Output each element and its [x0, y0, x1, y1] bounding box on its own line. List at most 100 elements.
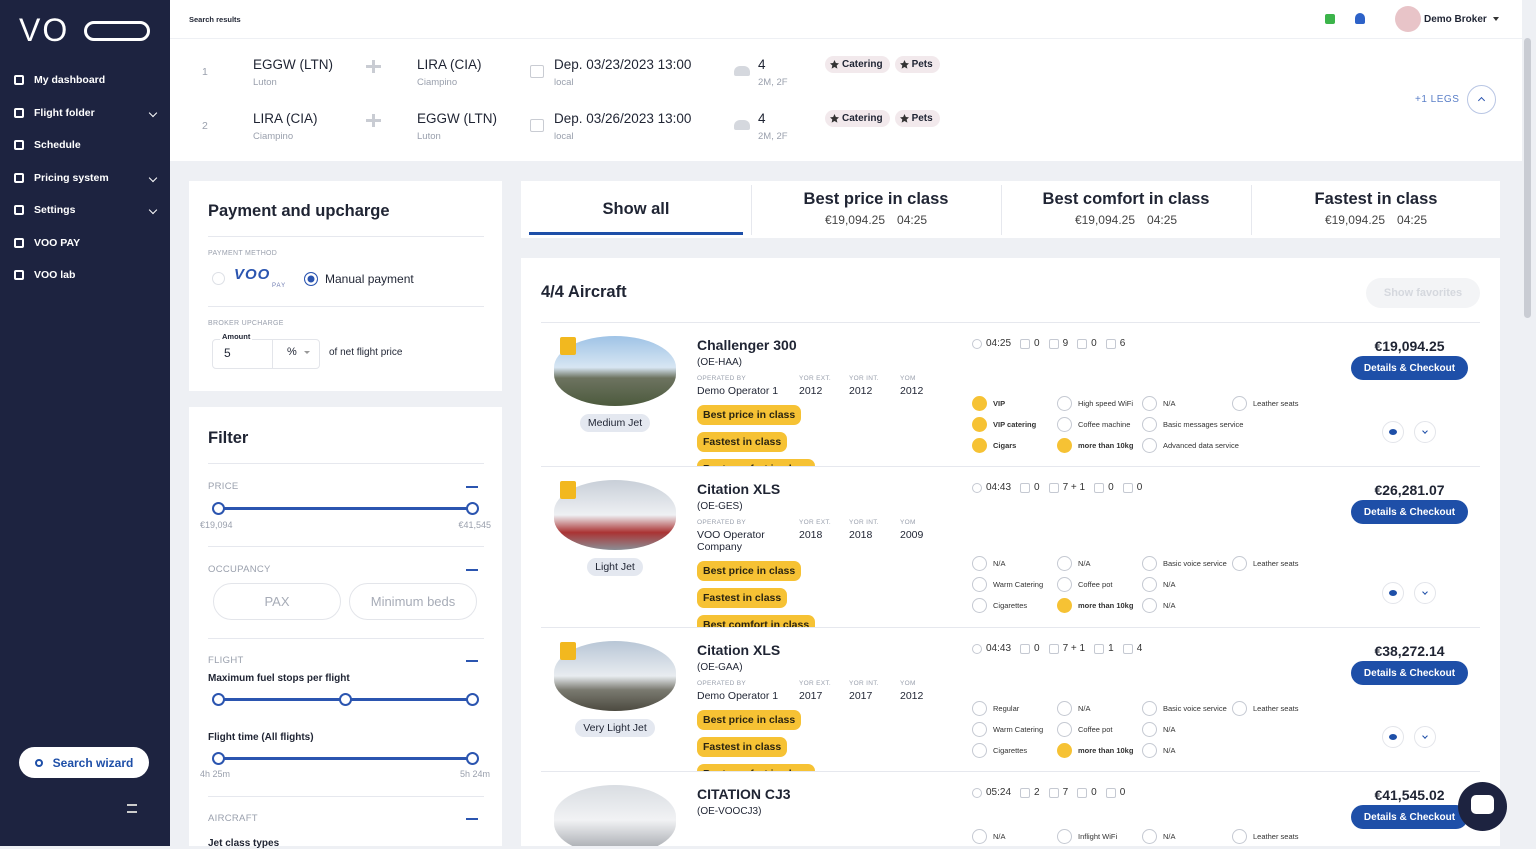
radio[interactable]: [212, 272, 225, 285]
checkout-button[interactable]: Details & Checkout: [1351, 661, 1468, 685]
divider: [208, 236, 484, 237]
avatar[interactable]: [1395, 6, 1421, 32]
amenity-icon: [1232, 829, 1247, 844]
amenity-icon: [1142, 701, 1157, 716]
slider-handle[interactable]: [212, 693, 225, 706]
radio-selected[interactable]: [304, 272, 318, 286]
stat: 2: [1020, 787, 1040, 798]
tab-title[interactable]: Best comfort in class: [1042, 190, 1210, 208]
calendar-icon: [530, 119, 544, 132]
class-wrap: Medium Jet: [554, 413, 676, 432]
amenity-label: Cigars: [993, 441, 1017, 450]
slider-handle[interactable]: [466, 752, 479, 765]
medal-icon: [560, 481, 576, 499]
stat-value: 04:43: [986, 643, 1012, 654]
departure-date: Dep. 03/26/2023 13:00: [554, 111, 692, 126]
slider-track: [218, 757, 472, 760]
menu-item[interactable]: Schedule: [14, 139, 156, 151]
medal-icon: [560, 642, 576, 660]
expand-button[interactable]: [1414, 726, 1436, 748]
class-pill: Light Jet: [587, 558, 643, 576]
checkout-button[interactable]: Details & Checkout: [1351, 356, 1468, 380]
collapse-minus[interactable]: [466, 660, 478, 662]
bell-icon[interactable]: [1355, 13, 1365, 24]
menu-label: VOO PAY: [34, 236, 81, 249]
stat: 6: [1105, 338, 1125, 349]
pax-detail: 2M, 2F: [758, 131, 788, 142]
more-legs[interactable]: +1 LEGS: [1415, 94, 1460, 105]
caret: [1493, 17, 1499, 24]
slider-handle[interactable]: [212, 752, 225, 765]
stat-icon: [972, 787, 982, 798]
divider: [208, 463, 484, 464]
star-icon: [899, 60, 909, 69]
tab-price: €19,094.25: [824, 213, 886, 227]
tab-title[interactable]: Best price in class: [803, 190, 949, 208]
message-icon[interactable]: [1325, 14, 1335, 24]
collapse-legs-button[interactable]: [1467, 85, 1496, 114]
slider-handle[interactable]: [466, 502, 479, 515]
tag-label: Catering: [842, 59, 883, 70]
caret: [304, 351, 310, 357]
user-name[interactable]: Demo Broker: [1424, 14, 1487, 25]
tab-title[interactable]: Fastest in class: [1314, 190, 1438, 208]
menu-item[interactable]: Flight folder: [14, 107, 158, 119]
amenity-label: Leather seats: [1253, 399, 1299, 408]
stat: 1: [1094, 643, 1114, 654]
stat-icon: [1077, 338, 1088, 349]
meta-label: YOR EXT.: [799, 680, 832, 687]
departure-date: Dep. 03/23/2023 13:00: [554, 57, 692, 72]
time-min: 4h 25m: [200, 769, 231, 779]
slider-handle[interactable]: [339, 693, 352, 706]
expand-button[interactable]: [1414, 582, 1436, 604]
search-wizard-button[interactable]: Search wizard: [19, 747, 149, 778]
favorites-button[interactable]: Show favorites: [1366, 278, 1480, 308]
menu-item[interactable]: My dashboard: [14, 74, 156, 86]
amenity-label: N/A: [993, 832, 1006, 841]
stat-value: 05:24: [986, 787, 1012, 798]
stat-icon: [1020, 643, 1031, 654]
tab-separator: [751, 185, 752, 235]
stat: 7: [1048, 787, 1068, 798]
menu-item[interactable]: VOO lab: [14, 269, 156, 281]
menu-item[interactable]: Settings: [14, 204, 158, 216]
meta-col: YOM 2012: [900, 375, 940, 397]
tab-time: 04:25: [897, 213, 928, 227]
meta-value: 2009: [900, 529, 924, 541]
slider-handle[interactable]: [466, 693, 479, 706]
collapse-minus[interactable]: [466, 486, 478, 488]
collapse-icon[interactable]: [127, 804, 137, 813]
amenity-icon: [972, 556, 987, 571]
collapse-minus[interactable]: [466, 818, 478, 820]
filter-section-label: PRICE: [208, 481, 239, 492]
stat-value: 1: [1108, 643, 1114, 654]
aircraft-info: Citation XLS (OE-GAA) OPERATED BY Demo Oper…: [697, 642, 947, 771]
menu-item[interactable]: VOO PAY: [14, 237, 156, 249]
slider-handle[interactable]: [212, 502, 225, 515]
aircraft-card: CITATION CJ3 (OE-VOOCJ3) 05:24 2 7 0 0 N/A Infli…: [541, 771, 1480, 846]
tab-price: €19,094.25: [1324, 213, 1386, 227]
stat-icon: [1094, 482, 1105, 493]
tag: Catering: [825, 110, 890, 127]
tag-label: Catering: [842, 113, 883, 124]
amenity: Leather seats: [1232, 701, 1298, 716]
amenity-icon: [1142, 438, 1157, 453]
amenity-icon: [1057, 701, 1072, 716]
class-wrap: Very Light Jet: [554, 718, 676, 737]
collapse-minus[interactable]: [466, 569, 478, 571]
stat: 05:24: [972, 787, 1011, 798]
beds-input[interactable]: Minimum beds: [349, 583, 477, 620]
menu-item[interactable]: Pricing system: [14, 172, 158, 184]
expand-button[interactable]: [1414, 421, 1436, 443]
stat-value: 04:25: [986, 338, 1012, 349]
amenity: Basic voice service: [1142, 701, 1227, 716]
checkout-button[interactable]: Details & Checkout: [1351, 805, 1468, 829]
meta-value: Demo Operator 1: [697, 385, 779, 397]
stat-icon: [1048, 338, 1059, 349]
pax-input[interactable]: PAX: [213, 583, 341, 620]
checkout-button[interactable]: Details & Checkout: [1351, 500, 1468, 524]
results-title: 4/4 Aircraft: [541, 283, 627, 301]
tab-show-all[interactable]: Show all: [602, 200, 670, 218]
amount-input[interactable]: [212, 339, 320, 369]
